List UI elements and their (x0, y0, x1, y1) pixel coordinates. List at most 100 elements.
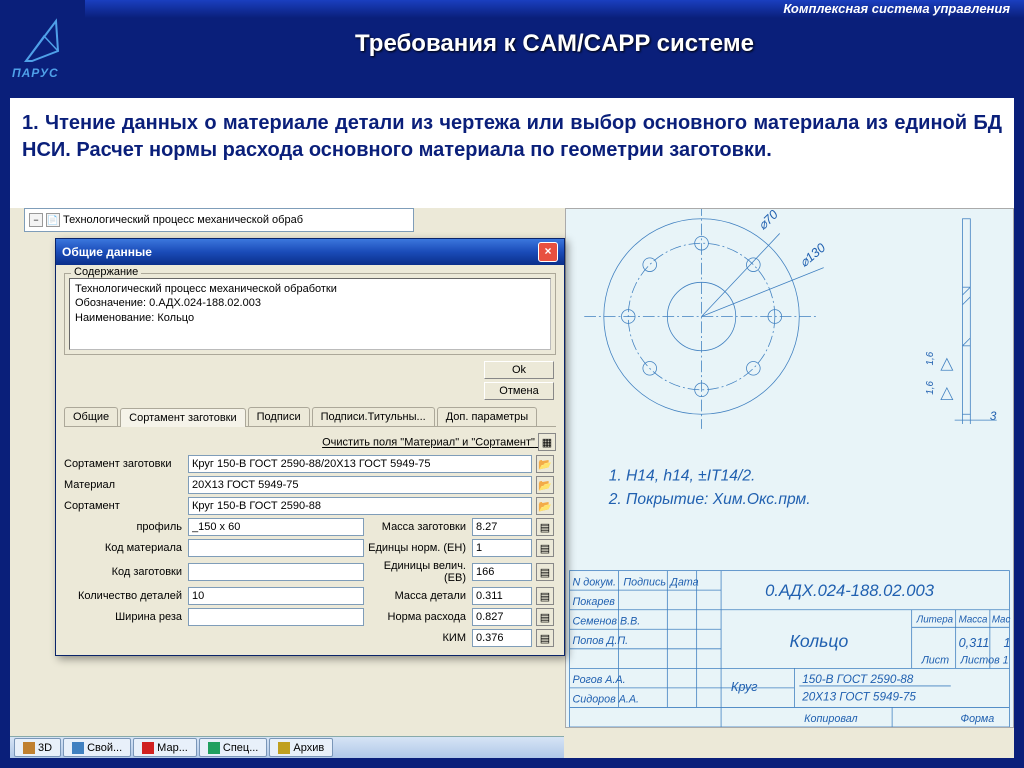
svg-text:Семенов В.В.: Семенов В.В. (573, 615, 641, 627)
svg-text:Дата: Дата (669, 576, 698, 588)
lbl-massa_zagotovki: Масса заготовки (368, 521, 468, 533)
field-action-icon[interactable]: ▤ (536, 539, 554, 557)
lbl-material: Материал (64, 479, 184, 491)
lbl-kim: КИМ (368, 632, 468, 644)
cad-drawing: ⌀70 ⌀130 3 (565, 208, 1014, 728)
tab-3[interactable]: Подписи.Титульны... (312, 407, 435, 426)
open-icon[interactable]: 📂 (536, 455, 554, 473)
field-action-icon[interactable]: ▤ (536, 518, 554, 536)
taskbar-tab-icon (142, 742, 154, 754)
svg-text:N докум.: N докум. (573, 576, 616, 588)
taskbar-tab[interactable]: Мар... (133, 738, 197, 757)
lbl-shirina_reza: Ширина реза (64, 611, 184, 623)
lbl-profile: профиль (64, 521, 184, 533)
input-material[interactable] (188, 476, 532, 494)
content-textbox[interactable]: Технологический процесс механической обр… (69, 278, 551, 350)
tree-caption-bar: − 📄 Технологический процесс механической… (24, 208, 414, 232)
lbl-norma_rashoda: Норма расхода (368, 611, 468, 623)
input-ed_velich[interactable] (472, 563, 532, 581)
svg-text:⌀130: ⌀130 (797, 241, 828, 270)
svg-text:Лист: Лист (920, 654, 949, 666)
taskbar-tab-icon (72, 742, 84, 754)
open-icon[interactable]: 📂 (536, 476, 554, 494)
field-action-icon[interactable]: ▤ (536, 587, 554, 605)
input-profile[interactable] (188, 518, 364, 536)
input-kim[interactable] (472, 629, 532, 647)
tree-doc-icon: 📄 (46, 213, 60, 227)
field-action-icon[interactable]: ▤ (536, 629, 554, 647)
taskbar-tab-icon (23, 742, 35, 754)
field-action-icon[interactable]: ▤ (536, 608, 554, 626)
svg-text:20Х13 ГОСТ 5949-75: 20Х13 ГОСТ 5949-75 (801, 691, 916, 704)
dialog-titlebar[interactable]: Общие данные × (56, 239, 564, 265)
input-massa_detali[interactable] (472, 587, 532, 605)
tree-collapse-icon[interactable]: − (29, 213, 43, 227)
svg-text:2. Покрытие: Хим.Окс.прм.: 2. Покрытие: Хим.Окс.прм. (608, 491, 811, 508)
taskbar-tab-label: Спец... (223, 742, 259, 754)
svg-text:Мас: Мас (992, 614, 1011, 625)
lbl-sortament: Сортамент (64, 500, 184, 512)
input-ed_norm[interactable] (472, 539, 532, 557)
input-kod_materiala[interactable] (188, 539, 364, 557)
lbl-kolvo_detaley: Количество деталей (64, 590, 184, 602)
lbl-sortament-zagotovki: Сортамент заготовки (64, 458, 184, 470)
cancel-button[interactable]: Отмена (484, 382, 554, 400)
lbl-ed_norm: Единцы норм. (ЕН) (368, 542, 468, 554)
svg-text:3: 3 (990, 410, 997, 423)
taskbar-tab[interactable]: Свой... (63, 738, 131, 757)
svg-text:Копировал: Копировал (804, 713, 857, 725)
clear-fields-link[interactable]: Очистить поля "Материал" и "Сортамент" (322, 437, 535, 449)
close-icon[interactable]: × (538, 242, 558, 262)
input-kod_zagotovki[interactable] (188, 563, 364, 581)
taskbar-tab[interactable]: 3D (14, 738, 61, 757)
open-icon[interactable]: 📂 (536, 497, 554, 515)
content-legend: Содержание (71, 266, 141, 278)
requirement-text: 1. Чтение данных о материале детали из ч… (22, 110, 1002, 164)
lbl-massa_detali: Масса детали (368, 590, 468, 602)
dialog-common-data: Общие данные × Содержание Технологически… (55, 238, 565, 656)
taskbar-tab[interactable]: Спец... (199, 738, 268, 757)
taskbar-tab-icon (278, 742, 290, 754)
taskbar-tab[interactable]: Архив (269, 738, 333, 757)
svg-text:Подпись: Подпись (623, 576, 666, 588)
sail-icon (18, 16, 66, 66)
svg-text:1. H14, h14, ±IT14/2.: 1. H14, h14, ±IT14/2. (609, 468, 756, 485)
svg-text:Кольцо: Кольцо (790, 631, 849, 651)
svg-text:Форма: Форма (961, 713, 995, 725)
field-action-icon[interactable]: ▤ (536, 563, 554, 581)
logo: ПАРУС (0, 0, 85, 90)
taskbar-tab-icon (208, 742, 220, 754)
input-norma_rashoda[interactable] (472, 608, 532, 626)
taskbar-tab-label: Свой... (87, 742, 122, 754)
lbl-kod_zagotovki: Код заготовки (64, 566, 184, 578)
input-sortament[interactable] (188, 497, 532, 515)
input-kolvo_detaley[interactable] (188, 587, 364, 605)
tree-caption: Технологический процесс механической обр… (63, 214, 303, 226)
ok-button[interactable]: Ok (484, 361, 554, 379)
svg-text:Круг: Круг (731, 680, 758, 694)
svg-text:1: 1 (1004, 636, 1011, 650)
lbl-ed_velich: Единицы велич. (ЕВ) (368, 560, 468, 584)
dialog-title: Общие данные (62, 245, 152, 259)
tab-4[interactable]: Доп. параметры (437, 407, 537, 426)
svg-text:1,6: 1,6 (925, 381, 936, 395)
taskbar-tab-label: Архив (293, 742, 324, 754)
input-sortament-zagotovki[interactable] (188, 455, 532, 473)
clear-icon[interactable]: ▦ (538, 433, 556, 451)
slide-title: Требования к CAM/CAPP системе (85, 30, 1024, 58)
svg-text:150-В ГОСТ 2590-88: 150-В ГОСТ 2590-88 (802, 673, 914, 686)
svg-text:Литера: Литера (916, 614, 954, 625)
content-panel: 1. Чтение данных о материале детали из ч… (10, 98, 1014, 758)
svg-text:0,311: 0,311 (959, 636, 990, 650)
input-massa_zagotovki[interactable] (472, 518, 532, 536)
svg-text:⌀70: ⌀70 (755, 209, 780, 233)
tab-1[interactable]: Сортамент заготовки (120, 408, 245, 427)
tab-row: ОбщиеСортамент заготовкиПодписиПодписи.Т… (64, 407, 556, 427)
svg-text:1,6: 1,6 (925, 351, 936, 365)
svg-text:Покарев: Покарев (573, 596, 616, 608)
tab-0[interactable]: Общие (64, 407, 118, 426)
taskbar: 3D Свой... Мар... Спец... Архив (10, 736, 564, 758)
tab-2[interactable]: Подписи (248, 407, 310, 426)
input-shirina_reza[interactable] (188, 608, 364, 626)
header-subtitle: Комплексная система управления (0, 0, 1024, 18)
